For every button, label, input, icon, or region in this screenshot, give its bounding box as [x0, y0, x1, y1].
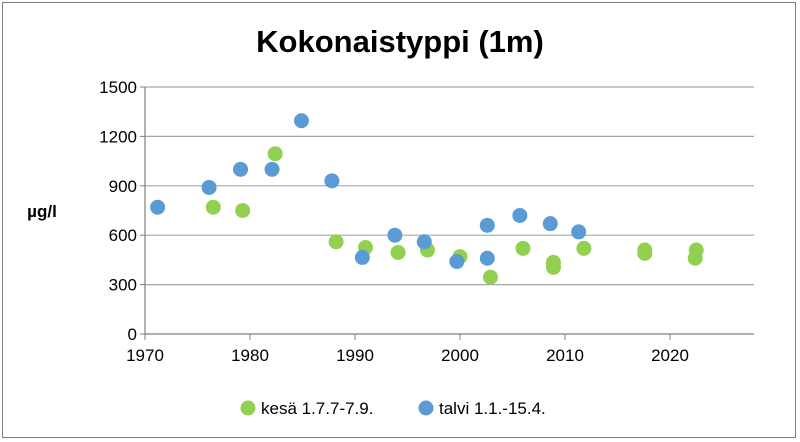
- talvi-data-point: [264, 161, 280, 177]
- y-axis-label: µg/l: [27, 202, 57, 221]
- x-tick-label: 1980: [231, 346, 269, 365]
- x-tick-label: 2020: [651, 346, 689, 365]
- x-tick-label: 2010: [546, 346, 584, 365]
- legend-label: talvi 1.1.-15.4.: [439, 399, 546, 418]
- kesa-data-point: [576, 240, 592, 256]
- legend-label: kesä 1.7.7-7.9.: [261, 399, 373, 418]
- talvi-data-point: [233, 161, 249, 177]
- y-tick-label: 300: [109, 276, 137, 295]
- talvi-data-point: [479, 217, 495, 233]
- kesa-data-point: [390, 244, 406, 260]
- talvi-data-point: [479, 250, 495, 266]
- talvi-data-point: [449, 254, 465, 270]
- y-tick-label: 900: [109, 177, 137, 196]
- talvi-data-point: [512, 207, 528, 223]
- talvi-data-point: [150, 199, 166, 215]
- talvi-data-point: [293, 113, 309, 129]
- axes: [144, 87, 754, 335]
- talvi-data-point: [354, 249, 370, 265]
- data-points: [150, 113, 704, 285]
- chart-frame: [2, 2, 796, 438]
- talvi-data-point: [571, 224, 587, 240]
- legend: kesä 1.7.7-7.9. talvi 1.1.-15.4.: [240, 399, 546, 418]
- kesa-data-point: [328, 234, 344, 250]
- y-tick-label: 1200: [99, 127, 137, 146]
- y-tick-label: 600: [109, 226, 137, 245]
- legend-marker: [240, 400, 256, 416]
- talvi-data-point: [201, 179, 217, 195]
- kesa-data-point: [482, 269, 498, 285]
- kesa-data-point: [515, 240, 531, 256]
- y-tick-label: 1500: [99, 78, 137, 97]
- talvi-data-point: [387, 227, 403, 243]
- x-tick-label: 1970: [126, 346, 164, 365]
- kesa-data-point: [235, 203, 251, 218]
- kesa-data-point: [545, 259, 561, 275]
- y-axis-ticks: 0 300 600 900 1200 1500: [99, 78, 145, 344]
- gridlines: [145, 86, 754, 286]
- x-axis-ticks: 1970 1980 1990 2000 2010 2020: [126, 334, 689, 365]
- chart-title: Kokonaistyppi (1m): [256, 24, 544, 59]
- kesa-data-point: [637, 245, 653, 261]
- talvi-data-point: [324, 173, 340, 189]
- y-tick-label: 0: [128, 325, 137, 344]
- kesa-data-point: [267, 146, 283, 162]
- talvi-data-point: [542, 216, 558, 232]
- x-tick-label: 1990: [336, 346, 374, 365]
- kesa-data-point: [205, 199, 221, 215]
- legend-marker: [418, 400, 434, 416]
- x-tick-label: 2000: [441, 346, 479, 365]
- talvi-data-point: [416, 234, 432, 250]
- kesa-data-point: [687, 250, 703, 266]
